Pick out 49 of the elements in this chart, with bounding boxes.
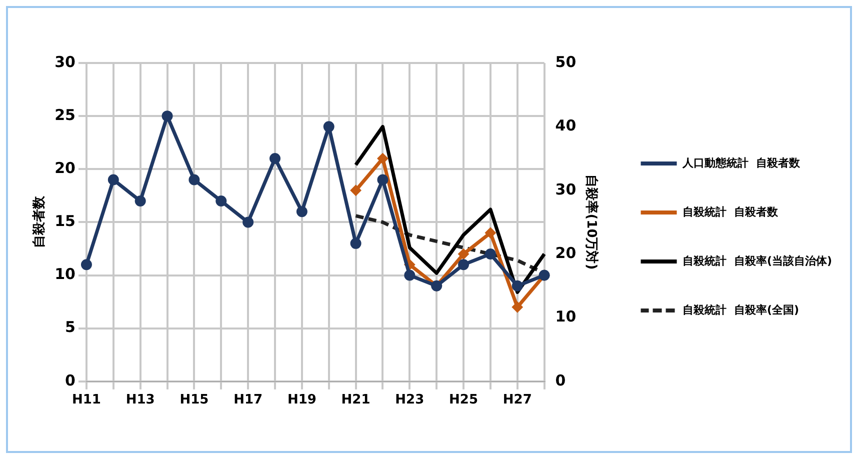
y2-tick-label: 10 xyxy=(555,308,576,326)
y2-tick-label: 40 xyxy=(555,116,576,135)
y-tick-label: 10 xyxy=(54,265,76,284)
point xyxy=(512,302,523,313)
point xyxy=(512,280,523,292)
point xyxy=(458,248,470,260)
y2-tick-label: 50 xyxy=(555,52,576,71)
x-tick-label: H17 xyxy=(234,392,263,408)
y-tick-label: 30 xyxy=(54,52,76,71)
point xyxy=(216,195,227,206)
x-tick-label: H11 xyxy=(72,392,101,408)
point xyxy=(323,121,334,132)
y2-tick-label: 0 xyxy=(555,371,566,390)
y-axis-title: 自殺者数 xyxy=(32,195,48,248)
y-tick-label: 20 xyxy=(54,159,76,178)
point xyxy=(80,259,92,270)
point xyxy=(484,248,496,260)
x-tick-label: H23 xyxy=(395,392,424,408)
point xyxy=(458,259,470,270)
point xyxy=(188,174,200,186)
y-tick-label: 5 xyxy=(65,318,76,336)
legend-label: 自殺統計 自殺率(全国) xyxy=(682,303,800,316)
point xyxy=(404,270,416,281)
point xyxy=(242,216,254,228)
point xyxy=(269,153,280,164)
point xyxy=(134,195,146,206)
point xyxy=(296,206,308,218)
x-tick-label: H27 xyxy=(502,392,532,408)
point xyxy=(162,110,173,122)
x-tick-label: H19 xyxy=(287,392,316,408)
point xyxy=(484,227,496,238)
x-tick-label: H21 xyxy=(341,392,370,408)
point xyxy=(350,238,362,249)
y-tick-label: 15 xyxy=(54,212,76,230)
point xyxy=(350,184,362,196)
legend-label: 自殺統計 自殺率(当該自治体) xyxy=(682,254,832,268)
point xyxy=(108,174,119,186)
y2-axis-title: 自殺率(10万対) xyxy=(584,174,600,270)
y-tick-label: 25 xyxy=(54,106,76,124)
legend-label: 自殺統計 自殺者数 xyxy=(682,205,779,218)
point xyxy=(377,174,388,186)
x-tick-label: H13 xyxy=(126,392,155,408)
x-tick-label: H15 xyxy=(180,392,209,408)
x-tick-label: H25 xyxy=(449,392,478,408)
y-tick-label: 0 xyxy=(65,371,76,390)
y2-tick-label: 30 xyxy=(555,180,576,198)
point xyxy=(377,153,388,164)
legend-label: 人口動態統計 自殺者数 xyxy=(681,156,801,170)
y2-tick-label: 20 xyxy=(555,244,576,262)
